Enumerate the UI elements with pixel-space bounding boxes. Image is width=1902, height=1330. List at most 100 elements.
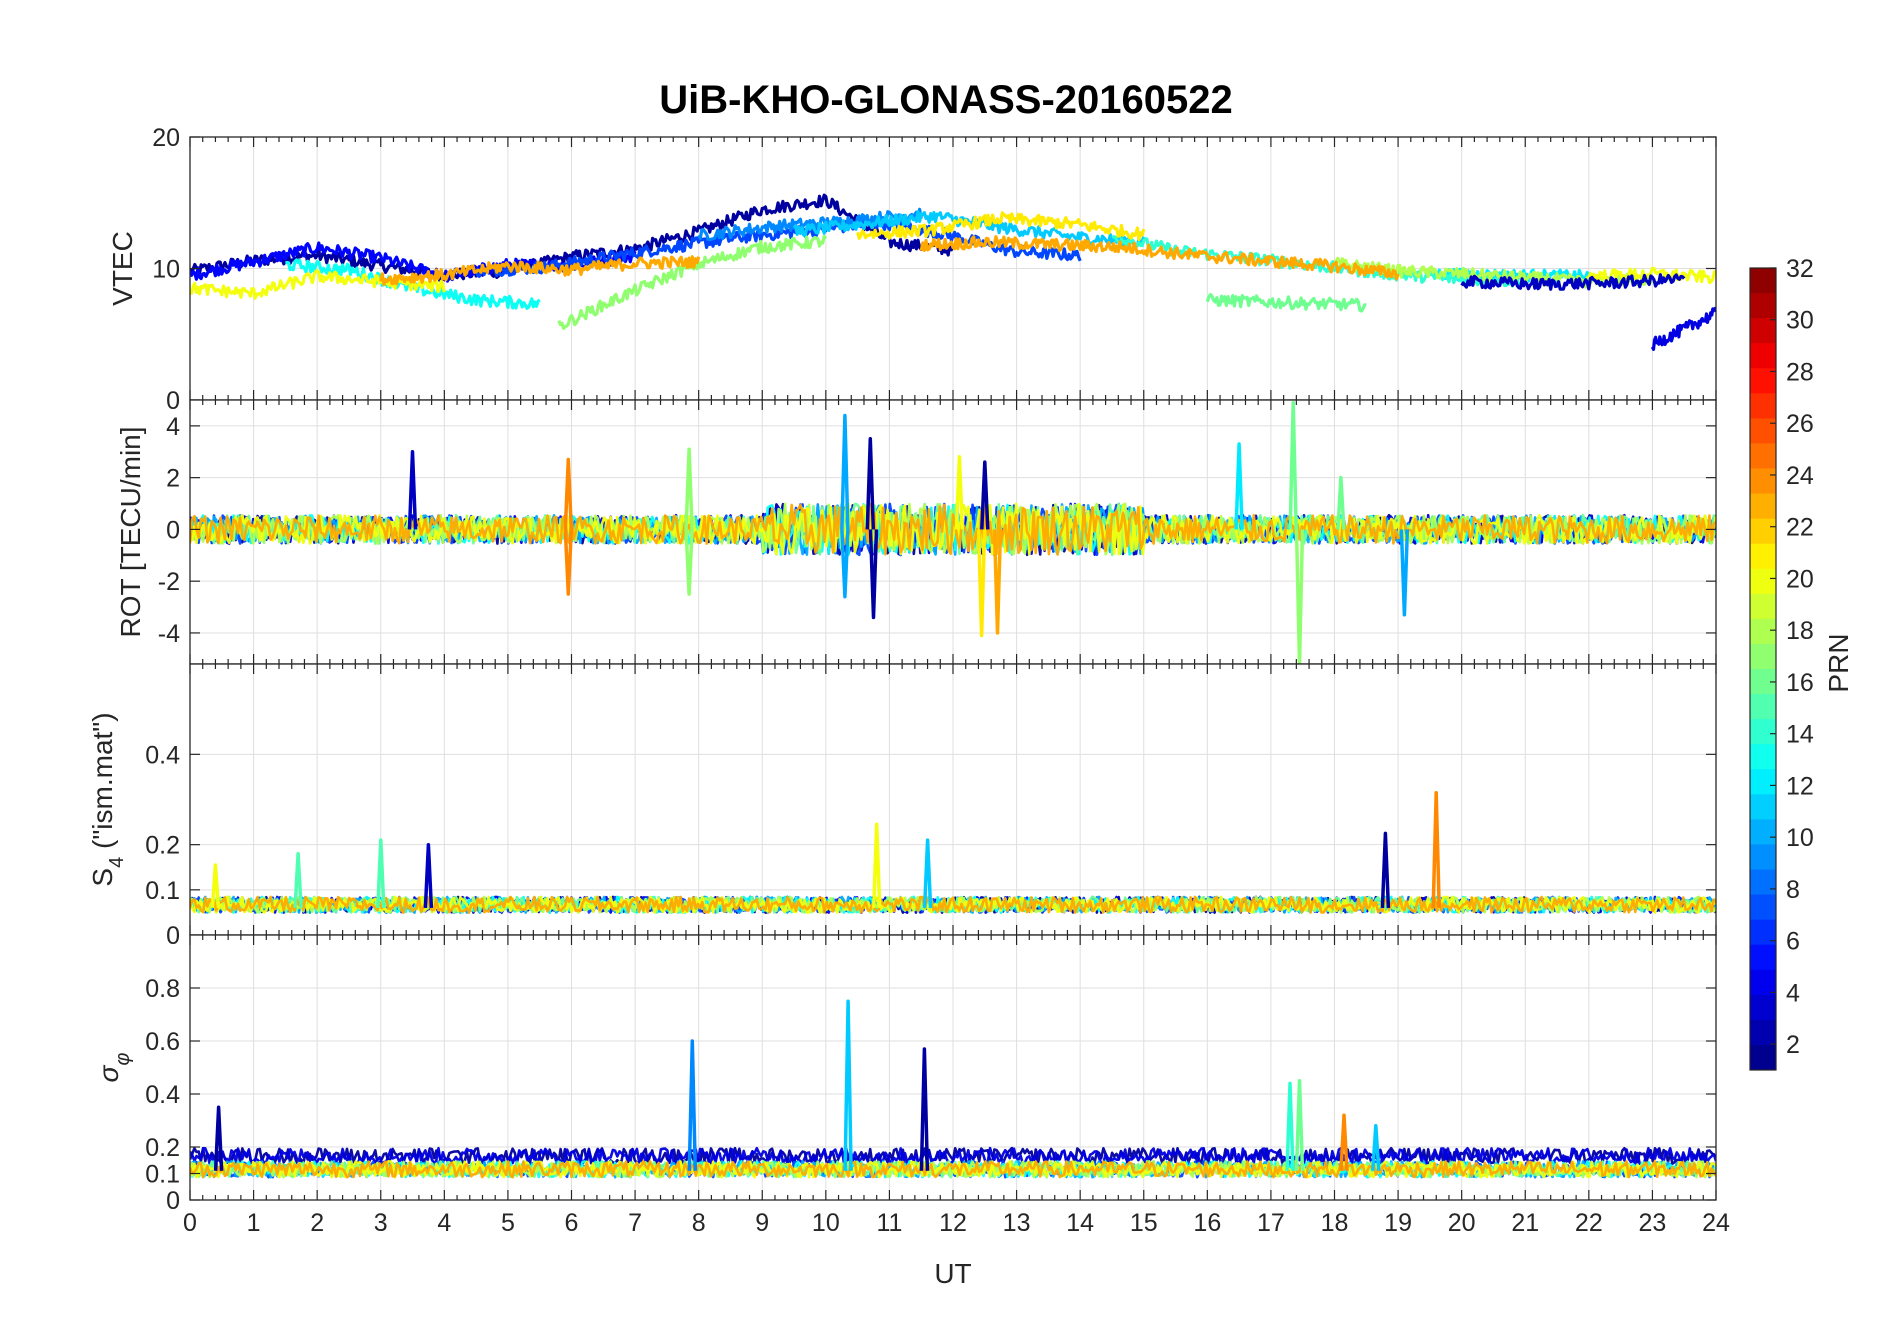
rot-spike-prn-24 xyxy=(563,457,574,530)
x-tick-label: 24 xyxy=(1702,1209,1730,1237)
sigma-phi-spike-prn-14 xyxy=(1285,1081,1295,1171)
colorbar-level xyxy=(1750,744,1776,770)
y-tick-label: 0.4 xyxy=(145,741,180,769)
x-tick-label: 11 xyxy=(876,1209,902,1237)
s4-spike-prn-20 xyxy=(871,822,882,908)
y-tick-label: 20 xyxy=(152,124,180,152)
x-tick-label: 19 xyxy=(1384,1209,1412,1237)
x-ticks xyxy=(189,137,1717,400)
colorbar-level xyxy=(1750,643,1776,670)
s4-spike-prn-11 xyxy=(922,838,933,908)
rot-spike-prn-24 xyxy=(563,529,574,596)
y-tick-label: 0 xyxy=(166,922,180,950)
colorbar-tick-label: 20 xyxy=(1786,565,1814,593)
vtec-series-prn-3 xyxy=(1460,273,1686,291)
colorbar-tick-label: 18 xyxy=(1786,617,1814,645)
y-axis-label: σφ xyxy=(93,1053,134,1083)
s4-spike-prn-15 xyxy=(376,838,386,908)
series-group xyxy=(190,400,1716,664)
rot-spike-prn-2 xyxy=(980,460,990,530)
colorbar-tick-label: 12 xyxy=(1786,772,1814,800)
x-tick-label: 1 xyxy=(247,1209,261,1237)
x-tick-label: 3 xyxy=(374,1209,388,1237)
rot-spike-prn-20 xyxy=(954,455,965,530)
rot-spike-prn-10 xyxy=(1399,529,1410,617)
panel-rot: -4 -2 0 2 4 ROT [TECU/min] xyxy=(115,399,1717,665)
colorbar-level xyxy=(1750,1019,1776,1046)
colorbar-tick-label: 28 xyxy=(1786,358,1814,386)
x-tick-label: 5 xyxy=(501,1209,515,1237)
y-tick-label: -2 xyxy=(158,568,180,596)
sigma-phi-spike-prn-2 xyxy=(213,1105,224,1171)
y-tick-label: 2 xyxy=(166,465,180,493)
rot-trace-prn-23 xyxy=(190,502,1716,556)
x-tick-label: 7 xyxy=(628,1209,642,1237)
colorbar-level xyxy=(1750,593,1776,620)
x-tick-label: 23 xyxy=(1639,1209,1667,1237)
colorbar-tick-label: 16 xyxy=(1786,669,1814,697)
colorbar-level xyxy=(1750,719,1776,745)
x-tick-label: 4 xyxy=(437,1209,451,1237)
s4-spike-prn-24 xyxy=(1431,790,1441,908)
colorbar-tick-label: 22 xyxy=(1786,514,1814,542)
vtec-series-prn-23 xyxy=(919,235,1400,281)
series-group xyxy=(190,790,1716,914)
rot-spike-prn-17 xyxy=(684,529,694,596)
x-tick-label: 17 xyxy=(1257,1209,1285,1237)
vtec-series-prn-16 xyxy=(1205,292,1367,313)
x-tick-label: 6 xyxy=(565,1209,579,1237)
colorbar-tick-label: 14 xyxy=(1786,721,1814,749)
series-group xyxy=(190,193,1716,351)
x-tick-label: 2 xyxy=(310,1209,324,1237)
s4-trace-prn-23 xyxy=(190,895,1716,914)
colorbar-level xyxy=(1750,819,1776,845)
colorbar-level xyxy=(1750,543,1776,570)
sigma-phi-trace-prn-23 xyxy=(190,1160,1716,1179)
colorbar-level xyxy=(1750,1044,1776,1071)
rot-spike-prn-16 xyxy=(1336,475,1346,530)
y-axis-label: S4 ("ism.mat") xyxy=(87,712,128,886)
rot-spike-prn-2 xyxy=(868,529,879,620)
vtec-series-prn-21 xyxy=(856,211,1146,242)
x-tick-label: 16 xyxy=(1193,1209,1221,1237)
y-tick-label: -4 xyxy=(158,620,180,648)
y-tick-label: 0 xyxy=(166,516,180,544)
x-tick-label: 8 xyxy=(692,1209,706,1237)
chart-title: UiB-KHO-GLONASS-20160522 xyxy=(659,78,1233,122)
colorbar-tick-label: 32 xyxy=(1786,255,1814,283)
colorbar-level xyxy=(1750,493,1776,520)
sigma-phi-spike-prn-11 xyxy=(1371,1124,1381,1171)
sigma-phi-spike-prn-24 xyxy=(1339,1113,1349,1171)
sigma-phi-trace-prn-4 xyxy=(190,1146,1716,1166)
x-tick-label: 14 xyxy=(1066,1209,1094,1237)
x-tick-label: 15 xyxy=(1130,1209,1158,1237)
panel-sigma-phi: 00.10.2 0.4 0.6 0.8 σφ xyxy=(93,934,1717,1215)
x-tick-label: 21 xyxy=(1511,1209,1539,1237)
rot-spike-prn-10 xyxy=(840,413,850,530)
colorbar-level xyxy=(1750,443,1776,469)
rot-spike-prn-17 xyxy=(1294,529,1305,664)
y-tick-label: 0.2 xyxy=(145,832,180,860)
x-ticks xyxy=(189,935,1717,1200)
colorbar-tick-label: 6 xyxy=(1786,928,1800,956)
rot-spike-prn-12 xyxy=(1234,442,1244,530)
x-tick-label: 22 xyxy=(1575,1209,1603,1237)
sigma-phi-spike-prn-2 xyxy=(919,1047,930,1171)
colorbar-level xyxy=(1750,994,1776,1021)
colorbar-level xyxy=(1750,418,1776,444)
x-tick-label: 0 xyxy=(183,1209,197,1237)
colorbar-level xyxy=(1750,518,1776,545)
colorbar-level xyxy=(1750,769,1776,795)
rot-spike-prn-3 xyxy=(407,450,418,530)
y-tick-label: 0.4 xyxy=(145,1081,180,1109)
rot-spike-prn-23 xyxy=(992,529,1003,635)
s4-spike-prn-2 xyxy=(1380,831,1391,908)
vtec-series-prn-17 xyxy=(557,234,828,330)
y-tick-label: 0.2 xyxy=(145,1134,180,1162)
rot-spike-prn-17 xyxy=(684,447,694,530)
colorbar-level xyxy=(1750,694,1776,720)
colorbar-level xyxy=(1750,318,1776,344)
y-tick-label: 0.1 xyxy=(145,877,180,905)
sigma-phi-spike-prn-11 xyxy=(843,999,853,1171)
